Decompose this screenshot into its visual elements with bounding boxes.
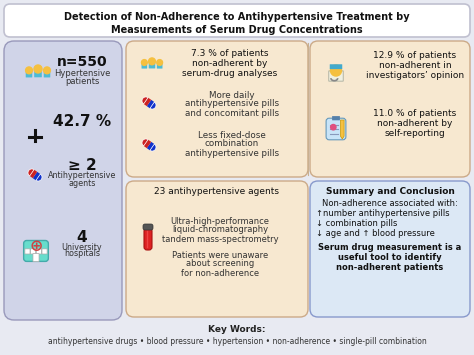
Wedge shape	[142, 139, 148, 146]
Polygon shape	[33, 172, 40, 180]
Polygon shape	[147, 142, 155, 151]
Text: antihypertensive drugs • blood pressure • hypertension • non-adherence • single-: antihypertensive drugs • blood pressure …	[47, 337, 427, 345]
FancyBboxPatch shape	[143, 224, 153, 230]
FancyBboxPatch shape	[144, 228, 152, 250]
FancyBboxPatch shape	[44, 71, 50, 77]
Text: ↓ age and ↑ blood pressure: ↓ age and ↑ blood pressure	[316, 229, 435, 239]
Wedge shape	[28, 169, 34, 176]
FancyBboxPatch shape	[4, 4, 470, 37]
Circle shape	[157, 60, 163, 65]
Text: and concomitant pills: and concomitant pills	[185, 109, 279, 118]
FancyBboxPatch shape	[42, 249, 47, 254]
Text: Antihypertensive: Antihypertensive	[48, 171, 116, 180]
Text: self-reporting: self-reporting	[384, 129, 446, 137]
Text: patients: patients	[65, 77, 99, 87]
FancyBboxPatch shape	[24, 240, 48, 261]
Circle shape	[44, 67, 50, 74]
FancyBboxPatch shape	[25, 249, 30, 254]
Text: Serum drug measurement is a: Serum drug measurement is a	[319, 242, 462, 251]
Polygon shape	[30, 170, 37, 178]
Circle shape	[149, 58, 155, 65]
Circle shape	[330, 125, 336, 130]
Text: Hypertensive: Hypertensive	[54, 70, 110, 78]
Text: non-adherent patients: non-adherent patients	[337, 262, 444, 272]
Text: n=550: n=550	[57, 55, 107, 69]
Text: Non-adherence associated with:: Non-adherence associated with:	[322, 198, 458, 208]
Text: ↑number antihypertensive pills: ↑number antihypertensive pills	[316, 209, 450, 218]
Text: Key Words:: Key Words:	[208, 326, 266, 334]
Text: about screening: about screening	[186, 260, 254, 268]
FancyBboxPatch shape	[310, 41, 470, 177]
Text: Less fixed-dose: Less fixed-dose	[198, 131, 266, 140]
Text: 7.3 % of patients: 7.3 % of patients	[191, 49, 269, 58]
Text: for non-adherence: for non-adherence	[181, 268, 259, 278]
Text: Patients were unaware: Patients were unaware	[172, 251, 268, 260]
Text: tandem mass-spectrometry: tandem mass-spectrometry	[162, 235, 278, 244]
FancyBboxPatch shape	[310, 181, 470, 317]
Wedge shape	[36, 174, 42, 181]
FancyBboxPatch shape	[332, 116, 340, 120]
FancyBboxPatch shape	[26, 71, 32, 77]
Polygon shape	[144, 140, 151, 148]
Text: non-adherent by: non-adherent by	[192, 59, 268, 67]
FancyBboxPatch shape	[36, 249, 41, 254]
FancyBboxPatch shape	[326, 118, 346, 140]
FancyBboxPatch shape	[126, 41, 308, 177]
Text: antihypertensive pills: antihypertensive pills	[185, 148, 279, 158]
Text: More daily: More daily	[209, 91, 255, 99]
FancyBboxPatch shape	[157, 63, 163, 69]
Wedge shape	[142, 97, 148, 104]
Text: ≥ 2: ≥ 2	[68, 158, 96, 173]
Text: 12.9 % of patients: 12.9 % of patients	[374, 51, 456, 60]
FancyBboxPatch shape	[330, 64, 342, 69]
Text: serum-drug analyses: serum-drug analyses	[182, 69, 278, 77]
FancyBboxPatch shape	[328, 71, 343, 81]
Text: Detection of Non-Adherence to Antihypertensive Treatment by: Detection of Non-Adherence to Antihypert…	[64, 12, 410, 22]
FancyBboxPatch shape	[34, 70, 42, 77]
Text: ↓ combination pills: ↓ combination pills	[316, 219, 397, 229]
Text: University: University	[62, 242, 102, 251]
Text: Summary and Conclusion: Summary and Conclusion	[326, 187, 455, 197]
Text: useful tool to identify: useful tool to identify	[338, 252, 442, 262]
Circle shape	[141, 60, 147, 65]
Circle shape	[26, 67, 32, 74]
Text: agents: agents	[68, 179, 96, 187]
Text: ⊕: ⊕	[29, 239, 43, 254]
FancyBboxPatch shape	[31, 249, 36, 254]
Text: 23 antihypertensive agents: 23 antihypertensive agents	[155, 187, 280, 197]
Text: hospitals: hospitals	[64, 250, 100, 258]
Polygon shape	[147, 100, 155, 108]
Text: combination: combination	[205, 140, 259, 148]
Text: Ultra-high-performance: Ultra-high-performance	[171, 217, 270, 225]
Circle shape	[330, 65, 342, 76]
FancyBboxPatch shape	[149, 62, 155, 69]
Text: 4: 4	[77, 229, 87, 245]
Text: 11.0 % of patients: 11.0 % of patients	[374, 109, 456, 118]
FancyBboxPatch shape	[126, 181, 308, 317]
Wedge shape	[150, 102, 156, 109]
Text: antihypertensive pills: antihypertensive pills	[185, 99, 279, 109]
Text: Measurements of Serum Drug Concentrations: Measurements of Serum Drug Concentration…	[111, 25, 363, 35]
FancyBboxPatch shape	[33, 253, 39, 262]
Text: liquid-chromatography: liquid-chromatography	[172, 225, 268, 235]
FancyBboxPatch shape	[142, 63, 147, 69]
FancyBboxPatch shape	[4, 41, 122, 320]
Circle shape	[34, 65, 42, 73]
Wedge shape	[150, 144, 156, 151]
Text: non-adherent by: non-adherent by	[377, 119, 453, 127]
Text: 42.7 %: 42.7 %	[53, 115, 111, 130]
Text: non-adherent in: non-adherent in	[379, 61, 451, 71]
Polygon shape	[144, 98, 151, 106]
Text: investigators’ opinion: investigators’ opinion	[366, 71, 464, 81]
Polygon shape	[340, 120, 344, 139]
